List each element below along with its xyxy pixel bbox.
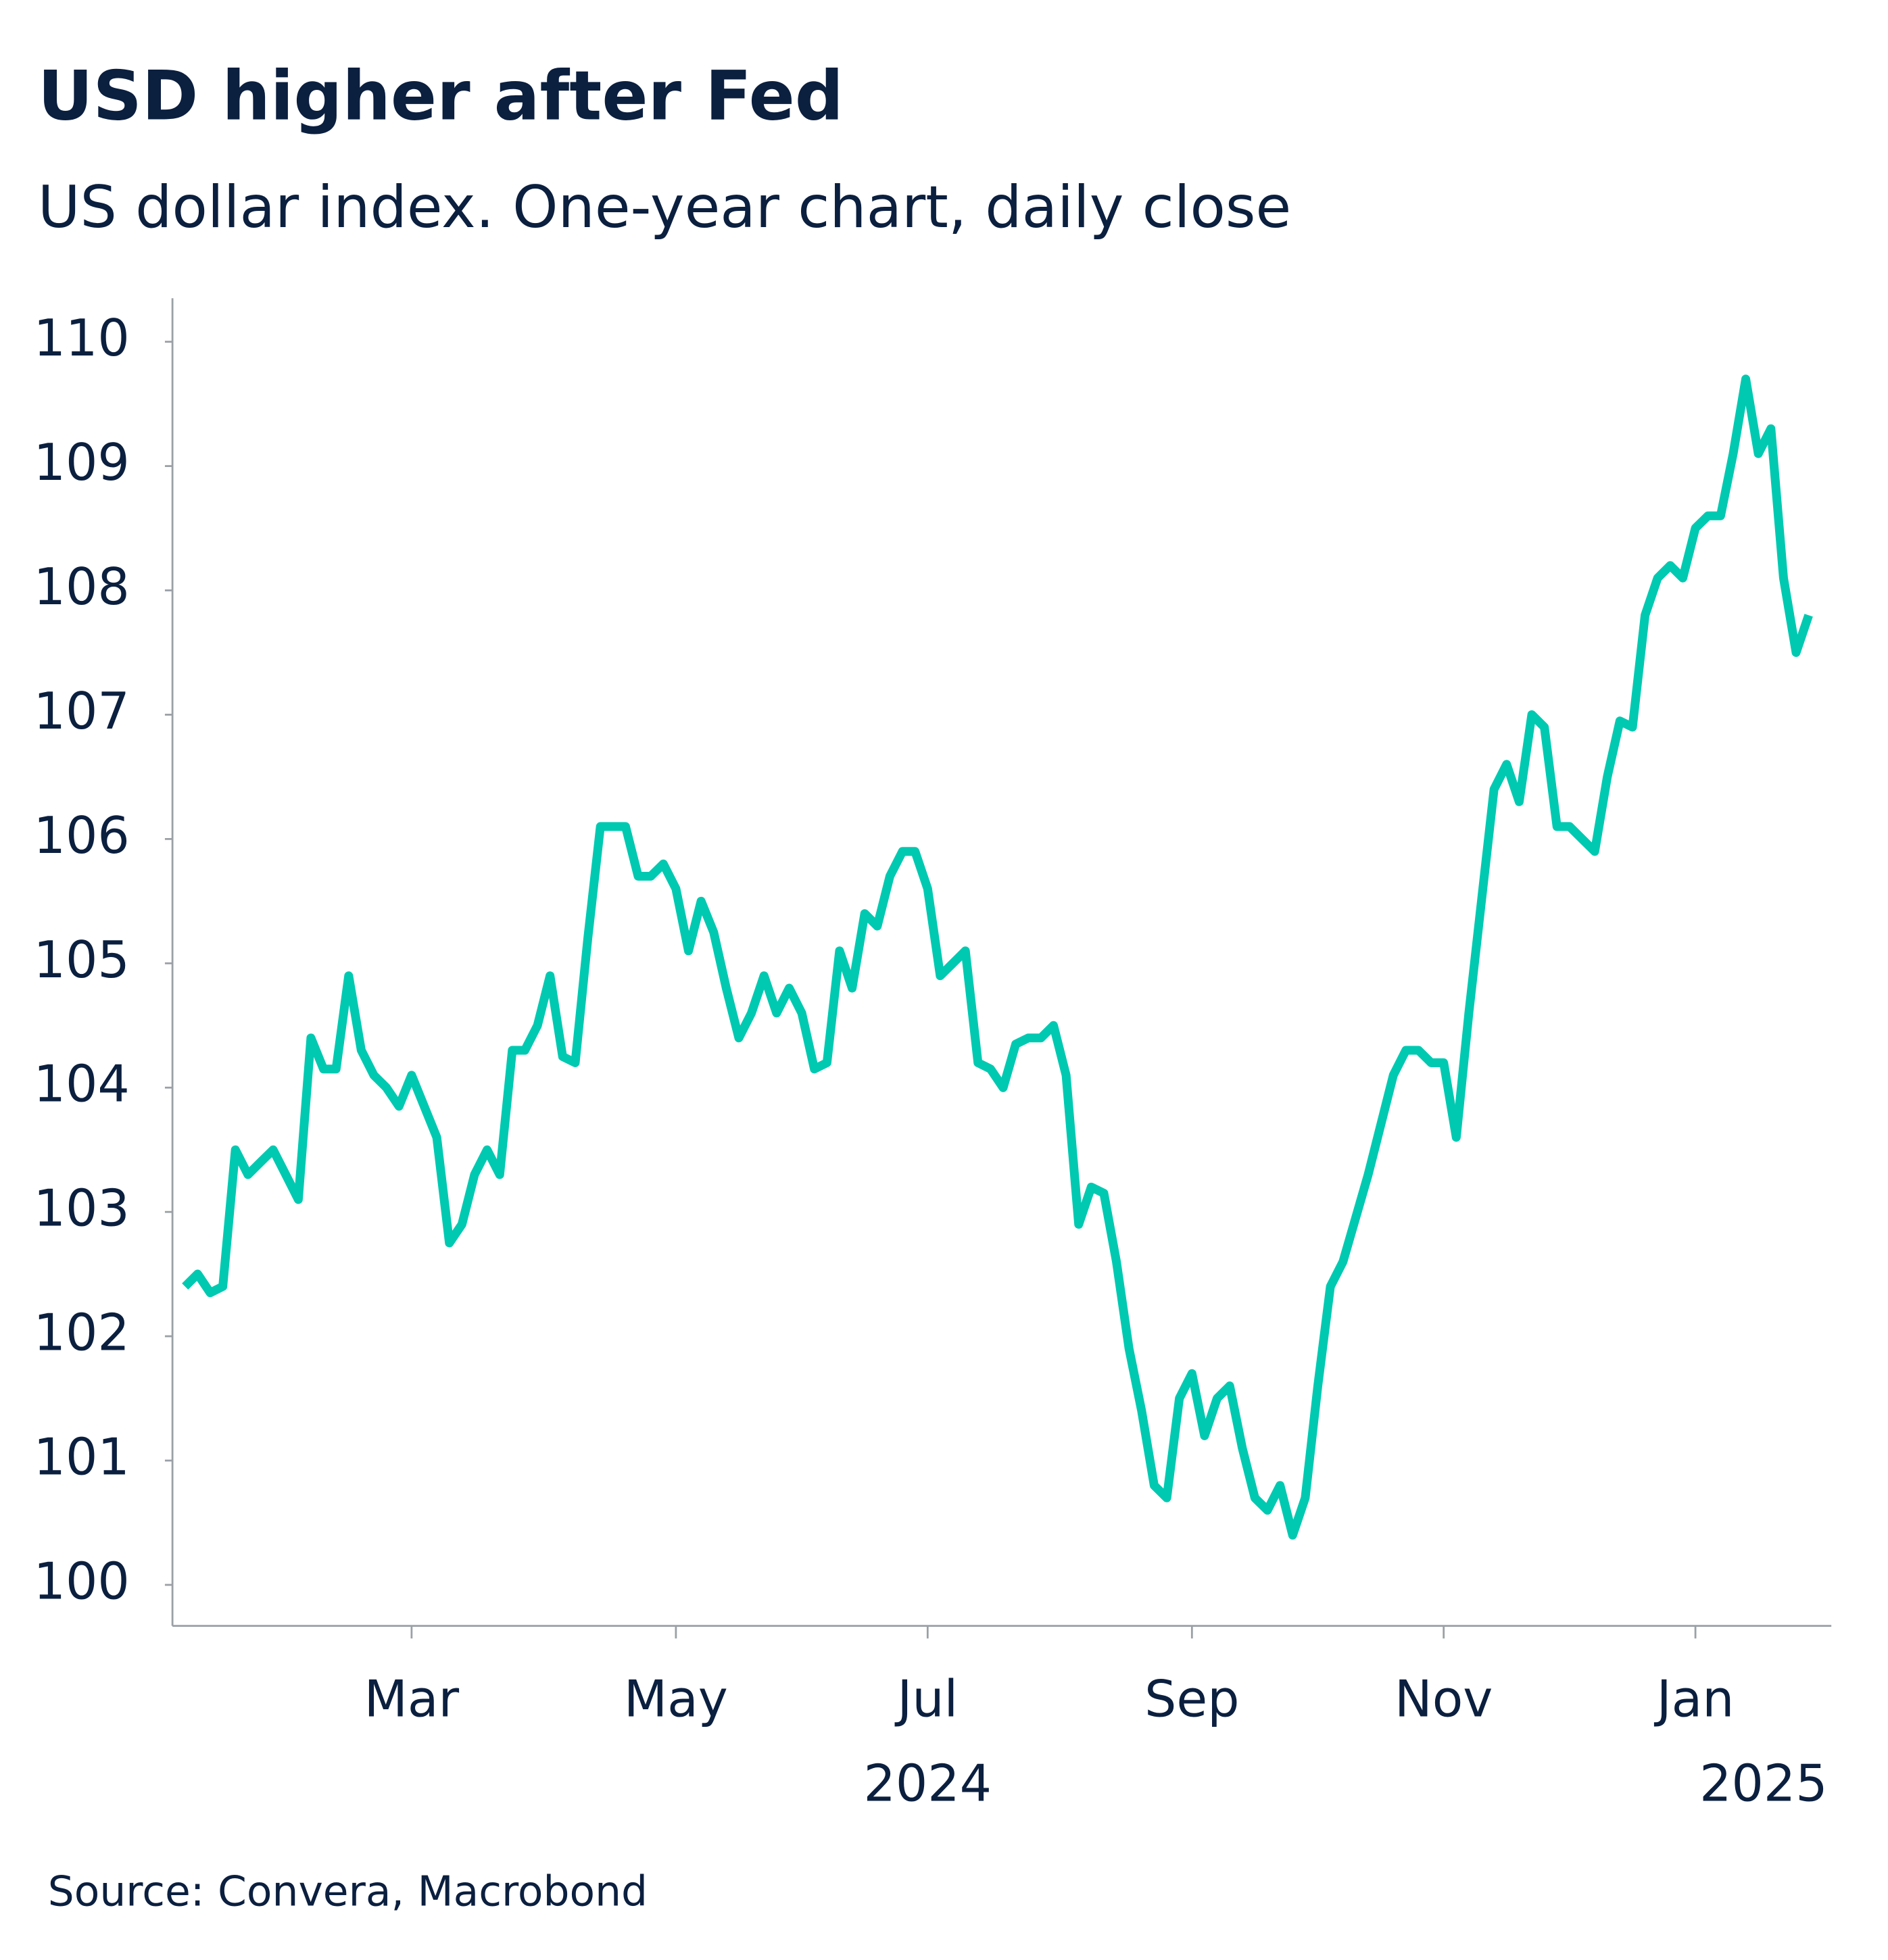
x-tick-label: Jan	[1654, 1670, 1735, 1729]
x-tick-label: Sep	[1144, 1670, 1239, 1729]
y-tick-label: 103	[34, 1179, 130, 1238]
y-tick-label: 104	[34, 1055, 130, 1114]
y-tick-label: 110	[34, 309, 130, 368]
y-tick-label: 109	[34, 433, 130, 492]
x-tick-label: May	[624, 1670, 728, 1729]
x-tick-label: Mar	[364, 1670, 460, 1729]
y-tick-label: 100	[34, 1552, 130, 1611]
y-tick-label: 108	[34, 558, 130, 616]
chart-subtitle: US dollar index. One-year chart, daily c…	[38, 174, 1291, 241]
chart-title: USD higher after Fed	[38, 56, 844, 135]
y-tick-label: 107	[34, 682, 130, 741]
year-label: 2024	[864, 1754, 992, 1813]
y-tick-label: 101	[34, 1428, 130, 1487]
x-tick-label: Jul	[894, 1670, 958, 1729]
source-note: Source: Convera, Macrobond	[48, 1867, 648, 1915]
y-tick-label: 102	[34, 1304, 130, 1363]
data-line	[182, 374, 1813, 1540]
y-tick-label: 105	[34, 931, 130, 989]
x-tick-label: Nov	[1395, 1670, 1493, 1729]
y-tick-label: 106	[34, 806, 130, 865]
year-label: 2025	[1699, 1754, 1828, 1813]
